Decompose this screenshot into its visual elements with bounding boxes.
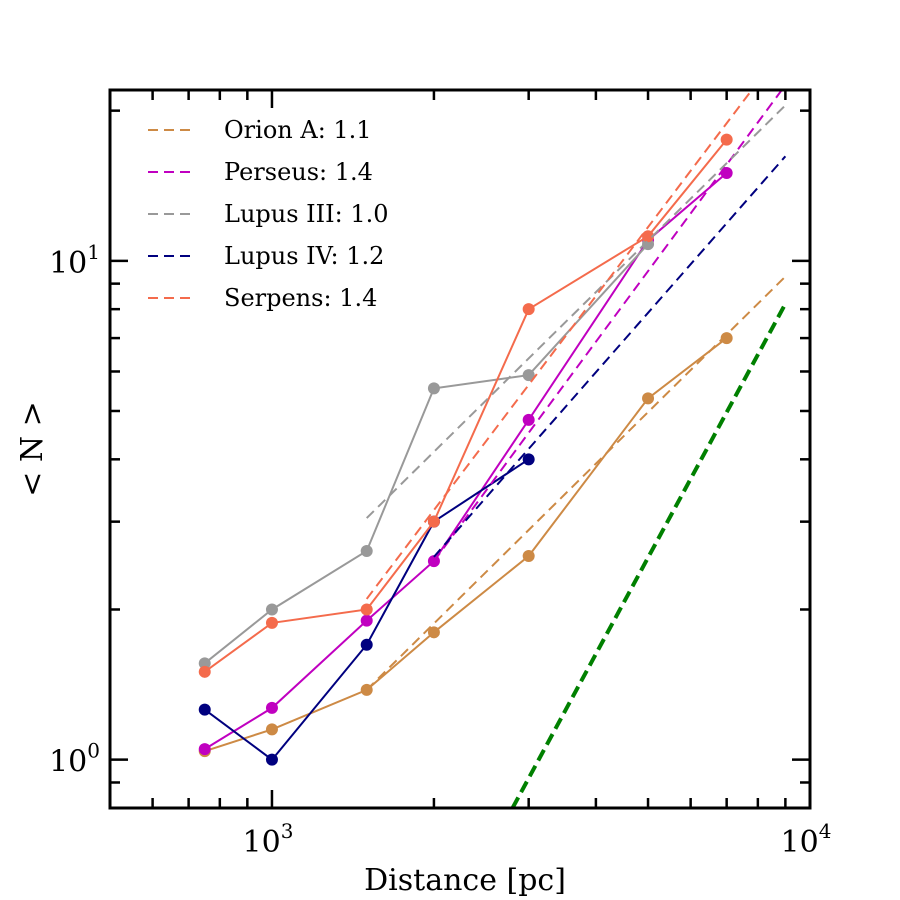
legend: Orion A: 1.1 Perseus: 1.4 Lupus III: 1.0 Lu…: [148, 116, 388, 312]
data-point-serpens: [360, 603, 373, 616]
fit-line-orion-a: [366, 275, 787, 691]
plot-frame: [108, 88, 812, 810]
data-point-serpens: [642, 230, 655, 243]
x-tick-label: 103: [243, 819, 294, 860]
fit-line-lupus-iv: [433, 155, 787, 558]
data-point-orion-a: [720, 332, 733, 345]
legend-label-lupus-iii: Lupus III: 1.0: [224, 200, 388, 228]
fit-line-serpens: [365, 90, 754, 600]
reference-line: [510, 302, 788, 808]
legend-label-perseus: Perseus: 1.4: [224, 158, 373, 186]
legend-label-orion-a: Orion A: 1.1: [224, 116, 372, 144]
data-point-lupus-iv: [198, 703, 211, 716]
legend-label-serpens: Serpens: 1.4: [224, 284, 377, 312]
x-axis-label: Distance [pc]: [364, 863, 566, 898]
data-point-serpens: [427, 515, 440, 528]
data-point-perseus: [360, 614, 373, 627]
x-tick-label: 104: [781, 819, 832, 860]
fit-line-lupus-iii: [366, 104, 787, 519]
data-point-perseus: [265, 701, 278, 714]
y-tick-label: 101: [49, 240, 100, 281]
data-point-orion-a: [522, 550, 535, 563]
fit-layer: [365, 90, 788, 808]
legend-label-lupus-iv: Lupus IV: 1.2: [224, 242, 384, 270]
data-point-orion-a: [265, 723, 278, 736]
data-point-lupus-iii: [427, 382, 440, 395]
data-point-serpens: [198, 665, 211, 678]
data-point-perseus: [198, 743, 211, 756]
data-point-orion-a: [642, 392, 655, 405]
y-axis-label: < N >: [15, 401, 50, 497]
series-line-lupus-iii: [204, 243, 649, 665]
data-point-serpens: [720, 133, 733, 146]
data-point-lupus-iii: [198, 657, 211, 670]
fit-line-perseus: [433, 90, 784, 562]
data-point-lupus-iv: [265, 753, 278, 766]
data-point-perseus: [522, 413, 535, 426]
y-tick-label: 100: [49, 739, 100, 780]
data-point-lupus-iii: [265, 603, 278, 616]
axes-layer: 103 104 100 101 Distance [pc] < N >: [15, 88, 832, 898]
data-point-lupus-iii: [522, 369, 535, 382]
data-point-serpens: [265, 616, 278, 629]
data-point-lupus-iv: [360, 638, 373, 651]
data-point-serpens: [522, 303, 535, 316]
data-point-lupus-iv: [522, 453, 535, 466]
data-point-orion-a: [427, 626, 440, 639]
data-point-lupus-iii: [360, 544, 373, 557]
